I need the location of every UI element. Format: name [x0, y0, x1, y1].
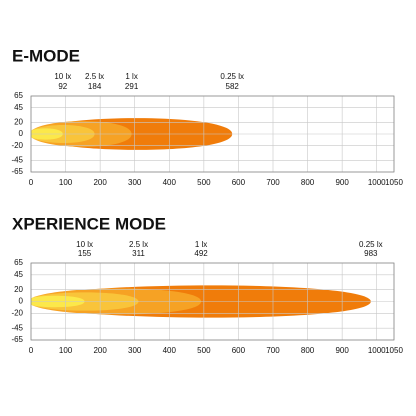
x-tick-label: 500 — [197, 346, 211, 355]
x-tick-label: 700 — [266, 178, 280, 187]
x-tick-label: 800 — [301, 178, 315, 187]
y-tick-label: 20 — [14, 117, 23, 126]
y-tick-label: 0 — [19, 297, 24, 306]
lux-distance: 492 — [194, 249, 208, 258]
x-tick-label: 100 — [59, 178, 73, 187]
y-tick-label: 65 — [14, 91, 23, 100]
lux-label: 0.25 lx — [220, 72, 244, 81]
y-tick-label: -20 — [11, 141, 23, 150]
lux-label: 1 lx — [195, 240, 207, 249]
lux-label: 10 lx — [54, 72, 71, 81]
x-tick-label: 1000 — [368, 178, 386, 187]
lux-label: 2.5 lx — [129, 240, 148, 249]
lux-distance: 983 — [364, 249, 378, 258]
lux-distance: 582 — [226, 82, 240, 91]
x-tick-label: 100 — [59, 346, 73, 355]
x-tick-label: 300 — [128, 178, 142, 187]
lux-label: 2.5 lx — [85, 72, 104, 81]
x-tick-label: 300 — [128, 346, 142, 355]
lux-label: 0.25 lx — [359, 240, 383, 249]
y-tick-label: 65 — [14, 258, 23, 267]
x-tick-label: 700 — [266, 346, 280, 355]
lux-distance: 311 — [132, 249, 145, 258]
chart-title: XPERIENCE MODE — [12, 214, 166, 233]
lux-distance: 155 — [78, 249, 92, 258]
x-tick-label: 500 — [197, 178, 211, 187]
x-tick-label: 0 — [29, 346, 34, 355]
x-tick-label: 800 — [301, 346, 315, 355]
lux-distance: 291 — [125, 82, 139, 91]
x-tick-label: 1050 — [385, 178, 403, 187]
plot-frame — [30, 262, 395, 341]
x-tick-label: 400 — [163, 178, 177, 187]
lux-label: 10 lx — [76, 240, 93, 249]
y-tick-label: 0 — [19, 129, 24, 138]
x-tick-label: 600 — [232, 178, 246, 187]
x-tick-label: 200 — [93, 346, 107, 355]
y-tick-label: -65 — [11, 167, 23, 176]
y-tick-label: -65 — [11, 335, 23, 344]
y-tick-label: 45 — [14, 270, 23, 279]
x-tick-label: 1000 — [368, 346, 386, 355]
x-tick-label: 200 — [93, 178, 107, 187]
lux-distance: 184 — [88, 82, 102, 91]
lux-distance: 92 — [58, 82, 67, 91]
lux-label: 1 lx — [125, 72, 137, 81]
y-tick-label: -45 — [11, 323, 23, 332]
y-tick-label: -20 — [11, 308, 23, 317]
y-tick-label: 20 — [14, 285, 23, 294]
x-tick-label: 900 — [335, 346, 349, 355]
chart-title: E-MODE — [12, 46, 80, 65]
x-tick-label: 600 — [232, 346, 246, 355]
x-tick-label: 400 — [163, 346, 177, 355]
y-tick-label: -45 — [11, 155, 23, 164]
x-tick-label: 1050 — [385, 346, 403, 355]
y-tick-label: 45 — [14, 103, 23, 112]
x-tick-label: 0 — [29, 178, 34, 187]
plot-frame — [30, 95, 395, 173]
x-tick-label: 900 — [335, 178, 349, 187]
